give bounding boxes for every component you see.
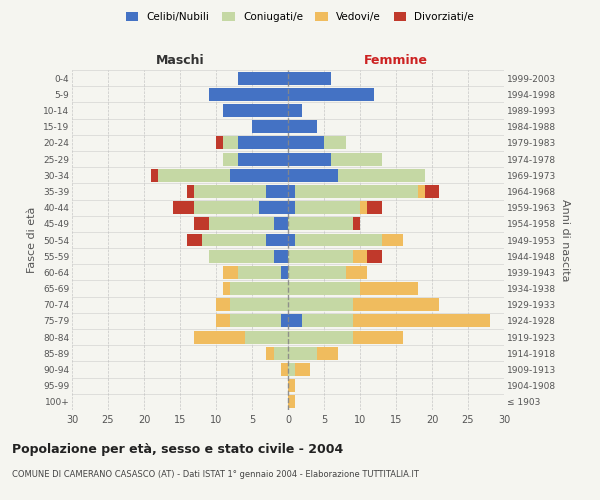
Bar [288, 88, 374, 101]
Bar [216, 314, 230, 328]
Bar [367, 201, 382, 214]
Bar [288, 379, 295, 392]
Bar [288, 396, 295, 408]
Bar [288, 104, 302, 117]
Bar [158, 169, 230, 181]
Bar [288, 266, 346, 279]
Bar [274, 218, 288, 230]
Bar [238, 72, 288, 85]
Bar [288, 314, 302, 328]
Bar [274, 250, 288, 262]
Legend: Celibi/Nubili, Coniugati/e, Vedovi/e, Divorziati/e: Celibi/Nubili, Coniugati/e, Vedovi/e, Di… [122, 8, 478, 26]
Bar [288, 136, 324, 149]
Bar [266, 347, 274, 360]
Bar [238, 152, 288, 166]
Bar [295, 201, 360, 214]
Bar [353, 330, 403, 344]
Bar [288, 347, 317, 360]
Y-axis label: Fasce di età: Fasce di età [28, 207, 37, 273]
Bar [346, 266, 367, 279]
Bar [353, 298, 439, 311]
Bar [288, 120, 317, 133]
Bar [194, 330, 245, 344]
Bar [194, 218, 209, 230]
Bar [281, 266, 288, 279]
Bar [216, 136, 223, 149]
Text: Popolazione per età, sesso e stato civile - 2004: Popolazione per età, sesso e stato civil… [12, 442, 343, 456]
Bar [338, 169, 425, 181]
Bar [331, 152, 382, 166]
Bar [252, 120, 288, 133]
Bar [288, 152, 331, 166]
Bar [288, 72, 331, 85]
Bar [288, 185, 295, 198]
Bar [353, 250, 367, 262]
Bar [382, 234, 403, 246]
Bar [266, 185, 288, 198]
Bar [288, 363, 295, 376]
Bar [288, 234, 295, 246]
Bar [223, 104, 288, 117]
Bar [151, 169, 158, 181]
Bar [324, 136, 346, 149]
Bar [209, 218, 274, 230]
Bar [266, 234, 288, 246]
Bar [360, 282, 418, 295]
Bar [288, 282, 360, 295]
Bar [281, 363, 288, 376]
Bar [281, 314, 288, 328]
Bar [230, 282, 288, 295]
Bar [187, 185, 194, 198]
Bar [425, 185, 439, 198]
Bar [353, 314, 490, 328]
Bar [288, 250, 353, 262]
Bar [173, 201, 194, 214]
Bar [295, 185, 418, 198]
Bar [223, 266, 238, 279]
Bar [223, 152, 238, 166]
Bar [245, 330, 288, 344]
Bar [223, 136, 238, 149]
Bar [295, 363, 310, 376]
Bar [274, 347, 288, 360]
Bar [238, 266, 281, 279]
Bar [302, 314, 353, 328]
Bar [230, 298, 288, 311]
Y-axis label: Anni di nascita: Anni di nascita [560, 198, 570, 281]
Bar [317, 347, 338, 360]
Bar [288, 330, 353, 344]
Bar [209, 250, 274, 262]
Bar [360, 201, 367, 214]
Bar [194, 185, 266, 198]
Bar [187, 234, 202, 246]
Bar [230, 314, 281, 328]
Bar [295, 234, 382, 246]
Bar [202, 234, 266, 246]
Bar [194, 201, 259, 214]
Bar [230, 169, 288, 181]
Bar [367, 250, 382, 262]
Bar [259, 201, 288, 214]
Bar [353, 218, 360, 230]
Text: Maschi: Maschi [155, 54, 205, 67]
Bar [223, 282, 230, 295]
Text: Femmine: Femmine [364, 54, 428, 67]
Bar [216, 298, 230, 311]
Bar [288, 201, 295, 214]
Bar [288, 298, 353, 311]
Text: COMUNE DI CAMERANO CASASCO (AT) - Dati ISTAT 1° gennaio 2004 - Elaborazione TUTT: COMUNE DI CAMERANO CASASCO (AT) - Dati I… [12, 470, 419, 479]
Bar [238, 136, 288, 149]
Bar [288, 169, 338, 181]
Bar [418, 185, 425, 198]
Bar [288, 218, 353, 230]
Bar [209, 88, 288, 101]
